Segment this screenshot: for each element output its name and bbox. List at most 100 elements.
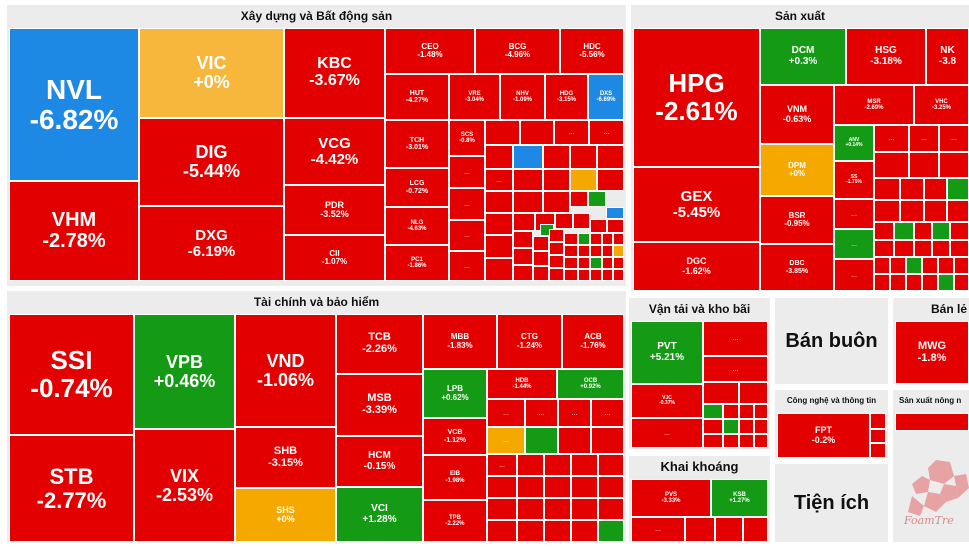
small-tile[interactable]: ... [703,356,768,382]
small-tile[interactable] [544,498,571,520]
tile-PVS[interactable]: PVS -3.33% [631,479,711,517]
small-tile[interactable] [573,213,590,229]
small-tile[interactable] [555,213,573,229]
small-tile[interactable] [874,274,890,291]
small-tile[interactable]: ... [589,120,624,145]
small-tile[interactable]: ... [558,399,591,427]
small-tile[interactable] [544,476,571,498]
small-tile[interactable] [597,169,624,191]
small-tile[interactable]: ... [449,220,485,251]
small-tile[interactable] [533,266,549,281]
small-tile[interactable] [602,245,613,257]
small-tile[interactable] [549,229,564,242]
small-tile[interactable] [598,520,624,542]
small-tile[interactable] [870,413,886,429]
tile-GEX[interactable]: GEX -5.45% [633,167,760,242]
small-tile[interactable] [894,240,914,257]
small-tile[interactable] [914,240,932,257]
tile-DPM[interactable]: DPM +0% [760,144,834,196]
small-tile[interactable] [485,145,513,169]
small-tile[interactable]: ... [874,125,909,152]
small-tile[interactable] [517,454,544,476]
tile-SCS[interactable]: SCS -0.8% [449,120,485,156]
small-tile[interactable] [703,434,723,448]
small-tile[interactable] [570,145,597,169]
small-tile[interactable] [723,404,739,419]
small-tile[interactable] [598,498,624,520]
tile-PC1[interactable]: PC1 -1.86% [385,245,449,281]
tile-HDC[interactable]: HDC -5.56% [560,28,624,74]
sector-utilities[interactable]: Tiện ích [775,464,888,542]
small-tile[interactable] [549,242,564,255]
small-tile[interactable] [715,517,743,542]
small-tile[interactable] [906,257,922,274]
tile-MSR[interactable]: MSR -2.69% [834,85,914,125]
small-tile[interactable] [874,257,890,274]
small-tile[interactable] [485,191,513,213]
small-tile[interactable] [578,257,590,269]
small-tile[interactable]: ... [525,399,558,427]
small-tile[interactable]: ... [834,259,874,291]
small-tile[interactable] [914,222,932,240]
tile-DXS[interactable]: DXS -6.69% [588,74,624,120]
small-tile[interactable] [544,520,571,542]
small-tile[interactable] [598,454,624,476]
small-tile[interactable] [743,517,768,542]
small-tile[interactable] [613,245,624,257]
small-tile[interactable] [607,219,624,233]
small-tile[interactable] [870,443,886,458]
small-tile[interactable] [533,251,549,266]
tile-SS[interactable]: SS -1.75% [834,161,874,199]
small-tile[interactable] [513,213,535,231]
small-tile[interactable] [588,191,606,207]
tile-LCG[interactable]: LCG -0.72% [385,168,449,207]
tile-TPB[interactable]: TPB -2.22% [423,500,487,542]
small-tile[interactable] [874,200,900,222]
tile-DGC[interactable]: DGC -1.62% [633,242,760,291]
small-tile[interactable]: ... [591,399,624,427]
tile-MBB[interactable]: MBB -1.83% [423,314,497,369]
tile-CTG[interactable]: CTG -1.24% [497,314,562,369]
tile-ANV[interactable]: ANV +0.14% [834,125,874,161]
tile-VNM[interactable]: VNM -0.63% [760,85,834,144]
small-tile[interactable] [874,152,909,178]
tile-BCG[interactable]: BCG -4.96% [475,28,560,74]
tile-DIG[interactable]: DIG -5.44% [139,118,284,206]
small-tile[interactable] [895,413,969,431]
small-tile[interactable] [513,169,543,191]
small-tile[interactable]: ... [487,427,525,454]
small-tile[interactable] [870,429,886,443]
tile-EIB[interactable]: EIB -1.98% [423,455,487,500]
small-tile[interactable] [703,382,739,404]
small-tile[interactable] [874,222,894,240]
tile-NHV[interactable]: NHV -1.09% [500,74,545,120]
small-tile[interactable] [613,257,624,269]
small-tile[interactable] [549,255,564,268]
small-tile[interactable] [485,235,513,258]
tile-HUT[interactable]: HUT -4.27% [385,74,449,120]
tile-BSR[interactable]: BSR -0.95% [760,196,834,244]
tile-VCB[interactable]: VCB -1.12% [423,418,487,455]
small-tile[interactable] [543,145,570,169]
small-tile[interactable] [578,233,590,245]
small-tile[interactable] [890,257,906,274]
small-tile[interactable] [570,191,588,207]
small-tile[interactable] [590,219,607,233]
small-tile[interactable] [590,269,602,281]
small-tile[interactable] [513,248,533,265]
small-tile[interactable] [900,200,924,222]
tile-NVL[interactable]: NVL -6.82% [9,28,139,181]
small-tile[interactable] [544,454,571,476]
small-tile[interactable] [533,236,549,251]
tile-VJC[interactable]: VJC -0.37% [631,384,703,418]
tile-HDB[interactable]: HDB -1.44% [487,369,557,399]
tile-HDG[interactable]: HDG -3.15% [545,74,588,120]
tile-SSI[interactable]: SSI -0.74% [9,314,134,435]
small-tile[interactable] [739,419,754,434]
small-tile[interactable] [558,427,591,454]
small-tile[interactable] [485,120,520,145]
small-tile[interactable] [520,120,554,145]
tile-DCM[interactable]: DCM +0.3% [760,28,846,85]
small-tile[interactable] [517,520,544,542]
small-tile[interactable] [487,520,517,542]
